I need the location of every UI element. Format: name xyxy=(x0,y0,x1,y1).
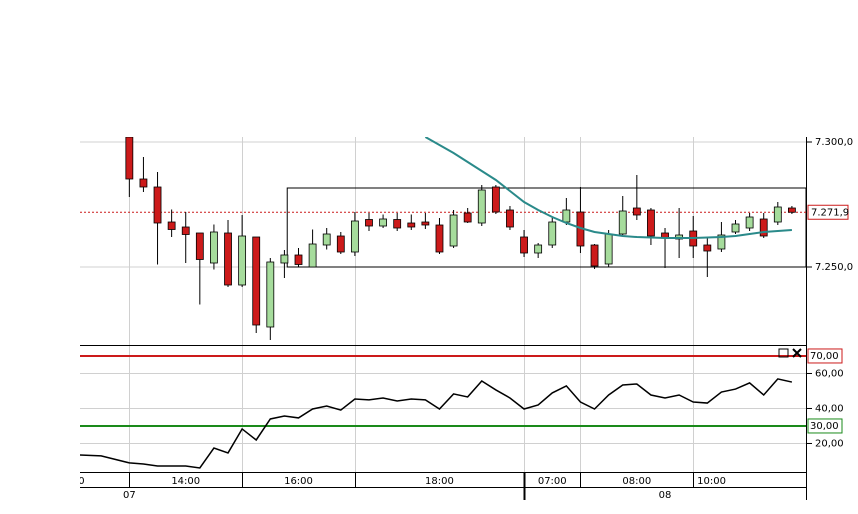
candle-body xyxy=(632,207,641,216)
last-price-box xyxy=(807,204,849,220)
time-label: 08:00 xyxy=(622,476,651,487)
candle-body xyxy=(181,226,190,235)
rsi-tick-label: 60,00 xyxy=(815,368,844,379)
candle-body xyxy=(590,244,599,267)
candle-body xyxy=(153,186,162,224)
candle-body xyxy=(379,218,387,227)
candle-body xyxy=(195,232,204,260)
candle-body xyxy=(647,209,655,237)
candle-body xyxy=(322,233,331,246)
candle-body xyxy=(421,221,430,226)
candle-body xyxy=(407,222,416,228)
candle-body xyxy=(210,231,218,264)
time-label: 16:00 xyxy=(284,476,313,487)
candle-body xyxy=(618,210,627,235)
candle-body xyxy=(167,221,176,230)
candle-body xyxy=(435,224,444,253)
maximize-button[interactable] xyxy=(778,348,789,358)
candle-body xyxy=(463,212,472,223)
time-labels: 0 14:00 16:00 18:00 07:00 08:00 10:00 07 08 xyxy=(78,476,726,501)
rsi-line xyxy=(80,378,793,469)
y-tick-label: 7.300,0 xyxy=(815,137,853,148)
candle-body xyxy=(759,218,768,237)
date-label: 08 xyxy=(659,490,672,501)
candle-body xyxy=(139,178,148,188)
candle-body xyxy=(520,236,528,254)
candle-body xyxy=(773,206,782,223)
last-price-label: 7.271,9 xyxy=(811,207,849,218)
candle-body xyxy=(745,216,754,229)
moving-average xyxy=(424,137,792,239)
candle-body xyxy=(308,243,317,268)
time-label: 14:00 xyxy=(171,476,200,487)
candle-body xyxy=(604,233,613,265)
candle-body xyxy=(506,209,514,228)
candle-body xyxy=(788,207,796,213)
level-box xyxy=(807,348,843,364)
candle-body xyxy=(280,254,289,264)
time-label: 0 xyxy=(78,476,84,487)
candle-body xyxy=(294,254,303,265)
candle-body xyxy=(534,244,543,254)
rsi-tick-label: 40,00 xyxy=(815,403,844,414)
candle-body xyxy=(562,209,571,223)
candle-body xyxy=(717,234,726,250)
level-label: 30,00 xyxy=(810,421,839,432)
candle-body xyxy=(449,214,458,247)
candle-body xyxy=(548,221,557,246)
candle-body xyxy=(350,220,359,253)
rsi-tick-label: 20,00 xyxy=(815,438,844,449)
candle-body xyxy=(731,223,740,233)
candle-body xyxy=(477,189,486,224)
time-label: 18:00 xyxy=(425,476,454,487)
candle-body xyxy=(336,235,345,253)
candle-body xyxy=(224,232,232,286)
candle-body xyxy=(266,261,275,328)
candle-body xyxy=(365,219,373,227)
candle-body xyxy=(393,219,402,229)
candle-body xyxy=(252,236,261,326)
level-label: 70,00 xyxy=(810,351,839,362)
time-label: 07:00 xyxy=(538,476,567,487)
time-label: 10:00 xyxy=(697,476,726,487)
candle-body xyxy=(491,186,500,213)
range-box xyxy=(286,187,806,268)
candle-body xyxy=(238,235,247,286)
date-label: 07 xyxy=(123,490,136,501)
candle-body xyxy=(125,137,134,180)
close-button[interactable] xyxy=(792,348,802,358)
candle-body xyxy=(703,244,712,252)
level-box xyxy=(807,418,843,434)
y-tick-label: 7.250,0 xyxy=(815,262,853,273)
